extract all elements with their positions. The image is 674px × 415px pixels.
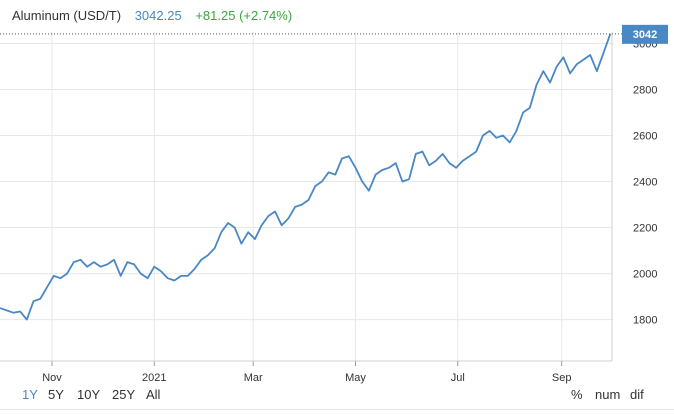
x-tick-label: May <box>345 372 366 384</box>
chart-header: Aluminum (USD/T) 3042.25 +81.25 (+2.74%) <box>12 8 292 23</box>
y-tick-label: 1800 <box>633 315 657 327</box>
x-tick-label: Mar <box>244 372 263 384</box>
range-button-1y[interactable]: 1Y <box>22 387 38 402</box>
price-change: +81.25 (+2.74%) <box>195 8 293 23</box>
mode-button-percent[interactable]: % <box>571 387 583 402</box>
y-tick-label: 2000 <box>633 269 657 281</box>
range-button-10y[interactable]: 10Y <box>77 387 101 402</box>
y-tick-label: 2400 <box>633 177 657 189</box>
chart-title: Aluminum (USD/T) <box>12 8 122 23</box>
x-tick-label: Nov <box>42 372 62 384</box>
last-price-badge-label: 3042 <box>633 29 657 41</box>
range-button-all[interactable]: All <box>146 387 161 402</box>
range-button-25y[interactable]: 25Y <box>112 387 136 402</box>
mode-button-num[interactable]: num <box>595 387 621 402</box>
y-tick-label: 2200 <box>633 223 657 235</box>
chart-controls: 1Y 5Y 10Y 25Y All % num dif <box>0 387 674 407</box>
range-button-5y[interactable]: 5Y <box>48 387 64 402</box>
bottom-divider <box>0 409 674 410</box>
y-tick-label: 2800 <box>633 85 657 97</box>
x-tick-label: Jul <box>451 372 465 384</box>
y-tick-label: 2600 <box>633 131 657 143</box>
current-price: 3042.25 <box>134 8 182 23</box>
x-tick-label: Sep <box>552 372 572 384</box>
price-series-line <box>0 33 612 321</box>
x-tick-label: 2021 <box>142 372 166 384</box>
mode-button-dif[interactable]: dif <box>630 387 644 402</box>
last-price-badge <box>622 24 668 44</box>
